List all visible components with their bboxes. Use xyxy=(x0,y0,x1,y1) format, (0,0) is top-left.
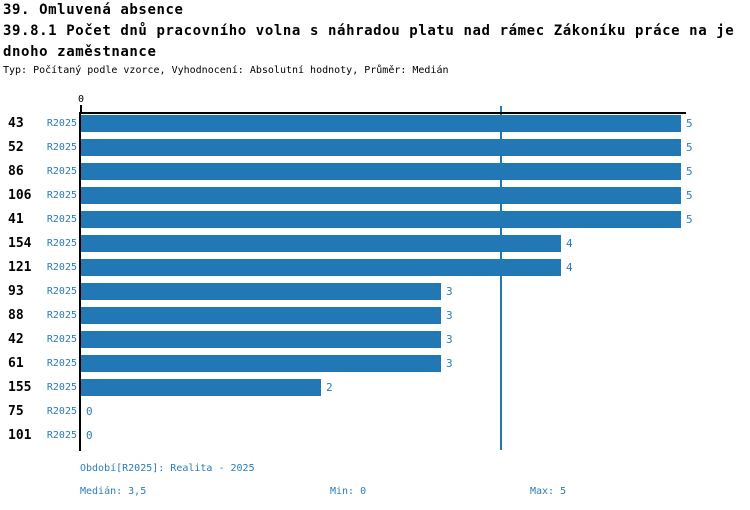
x-axis-line xyxy=(79,112,686,114)
category-label: 75 xyxy=(8,404,24,419)
category-label: 154 xyxy=(8,236,32,251)
chart-row: 88 R2025 3 xyxy=(0,307,750,324)
series-label: R2025 xyxy=(46,214,77,225)
chart-row: 43 R2025 5 xyxy=(0,115,750,132)
footer-period-label: Období[R2025]: Realita - 2025 xyxy=(80,463,255,474)
value-label: 4 xyxy=(566,237,573,250)
chart-row: 52 R2025 5 xyxy=(0,139,750,156)
category-label: 155 xyxy=(8,380,32,395)
category-label: 106 xyxy=(8,188,32,203)
bar xyxy=(81,163,681,180)
series-label: R2025 xyxy=(46,334,77,345)
chart-row: 75 R2025 0 xyxy=(0,403,750,420)
value-label: 0 xyxy=(86,405,93,418)
footer-max-label: Max: 5 xyxy=(530,486,567,497)
category-label: 43 xyxy=(8,116,24,131)
bar xyxy=(81,259,561,276)
series-label: R2025 xyxy=(46,406,77,417)
bar xyxy=(81,211,681,228)
value-label: 2 xyxy=(326,381,333,394)
category-label: 41 xyxy=(8,212,24,227)
chart-row: 86 R2025 5 xyxy=(0,163,750,180)
bar xyxy=(81,379,321,396)
chart-row: 101 R2025 0 xyxy=(0,427,750,444)
y-axis-line xyxy=(79,112,81,451)
category-label: 88 xyxy=(8,308,24,323)
footer-median-label: Medián: 3,5 xyxy=(80,486,147,497)
value-label: 3 xyxy=(446,333,453,346)
value-label: 3 xyxy=(446,357,453,370)
series-label: R2025 xyxy=(46,430,77,441)
chart-row: 154 R2025 4 xyxy=(0,235,750,252)
chart-row: 121 R2025 4 xyxy=(0,259,750,276)
value-label: 3 xyxy=(446,309,453,322)
series-label: R2025 xyxy=(46,190,77,201)
indicator-title-line-2: dnoho zaměstnance xyxy=(3,44,157,60)
category-label: 93 xyxy=(8,284,24,299)
value-label: 5 xyxy=(686,141,693,154)
category-label: 101 xyxy=(8,428,32,443)
category-label: 86 xyxy=(8,164,24,179)
chart-row: 106 R2025 5 xyxy=(0,187,750,204)
section-title: 39. Omluvená absence xyxy=(3,2,184,18)
chart-row: 42 R2025 3 xyxy=(0,331,750,348)
x-axis-tick-label-zero: 0 xyxy=(77,94,85,105)
bar xyxy=(81,331,441,348)
category-label: 42 xyxy=(8,332,24,347)
bar xyxy=(81,139,681,156)
bar xyxy=(81,187,681,204)
series-label: R2025 xyxy=(46,118,77,129)
series-label: R2025 xyxy=(46,238,77,249)
series-label: R2025 xyxy=(46,166,77,177)
series-label: R2025 xyxy=(46,310,77,321)
chart-row: 61 R2025 3 xyxy=(0,355,750,372)
bar xyxy=(81,355,441,372)
value-label: 5 xyxy=(686,165,693,178)
bar xyxy=(81,307,441,324)
value-label: 4 xyxy=(566,261,573,274)
category-label: 121 xyxy=(8,260,32,275)
chart-row: 93 R2025 3 xyxy=(0,283,750,300)
footer-min-label: Min: 0 xyxy=(330,486,367,497)
value-label: 3 xyxy=(446,285,453,298)
value-label: 5 xyxy=(686,189,693,202)
chart-row: 155 R2025 2 xyxy=(0,379,750,396)
bar xyxy=(81,235,561,252)
value-label: 5 xyxy=(686,117,693,130)
series-label: R2025 xyxy=(46,262,77,273)
category-label: 61 xyxy=(8,356,24,371)
median-line xyxy=(500,106,502,450)
indicator-meta: Typ: Počítaný podle vzorce, Vyhodnocení:… xyxy=(3,65,449,76)
chart-row: 41 R2025 5 xyxy=(0,211,750,228)
series-label: R2025 xyxy=(46,382,77,393)
bar xyxy=(81,115,681,132)
indicator-title-line-1: 39.8.1 Počet dnů pracovního volna s náhr… xyxy=(3,23,735,39)
value-label: 0 xyxy=(86,429,93,442)
series-label: R2025 xyxy=(46,142,77,153)
series-label: R2025 xyxy=(46,286,77,297)
bar xyxy=(81,283,441,300)
value-label: 5 xyxy=(686,213,693,226)
series-label: R2025 xyxy=(46,358,77,369)
category-label: 52 xyxy=(8,140,24,155)
x-axis-tick-mark xyxy=(80,105,82,113)
